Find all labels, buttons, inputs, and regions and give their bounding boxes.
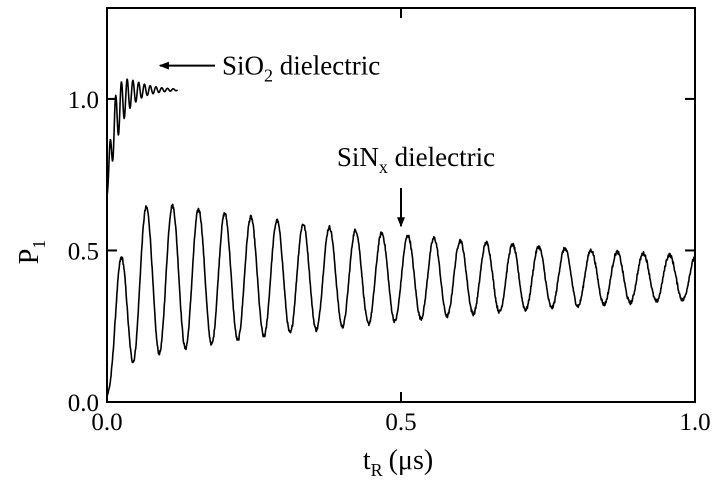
sinx-annotation: SiNx dielectric [337,142,495,177]
series-group [106,78,696,398]
sio2-annotation: SiO2 dielectric [222,51,380,86]
series-line-1 [106,203,696,398]
x-axis-label-sub: R [371,460,383,480]
y-axis-label-main: P [14,249,45,265]
x-axis-label-main: t [363,445,371,476]
x-axis-label: tR (μs) [363,445,433,480]
y-tick-label-1: 0.5 [68,238,99,265]
y-axis-label-sub: 1 [29,240,49,249]
y-tick-label-0: 0.0 [68,390,99,417]
y-axis-label: P1 [14,240,49,265]
x-axis-label-unit: (μs) [389,445,434,476]
y-tick-label-2: 1.0 [68,87,99,114]
x-tick-label-0: 0.0 [91,409,122,436]
ticks: 0.0 0.5 1.0 0.0 0.5 1.0 [68,8,711,436]
x-tick-label-1: 0.5 [385,409,416,436]
annotations: SiO2 dielectric SiNx dielectric [158,51,495,228]
series-line-0 [106,78,179,197]
x-tick-label-2: 1.0 [679,409,710,436]
